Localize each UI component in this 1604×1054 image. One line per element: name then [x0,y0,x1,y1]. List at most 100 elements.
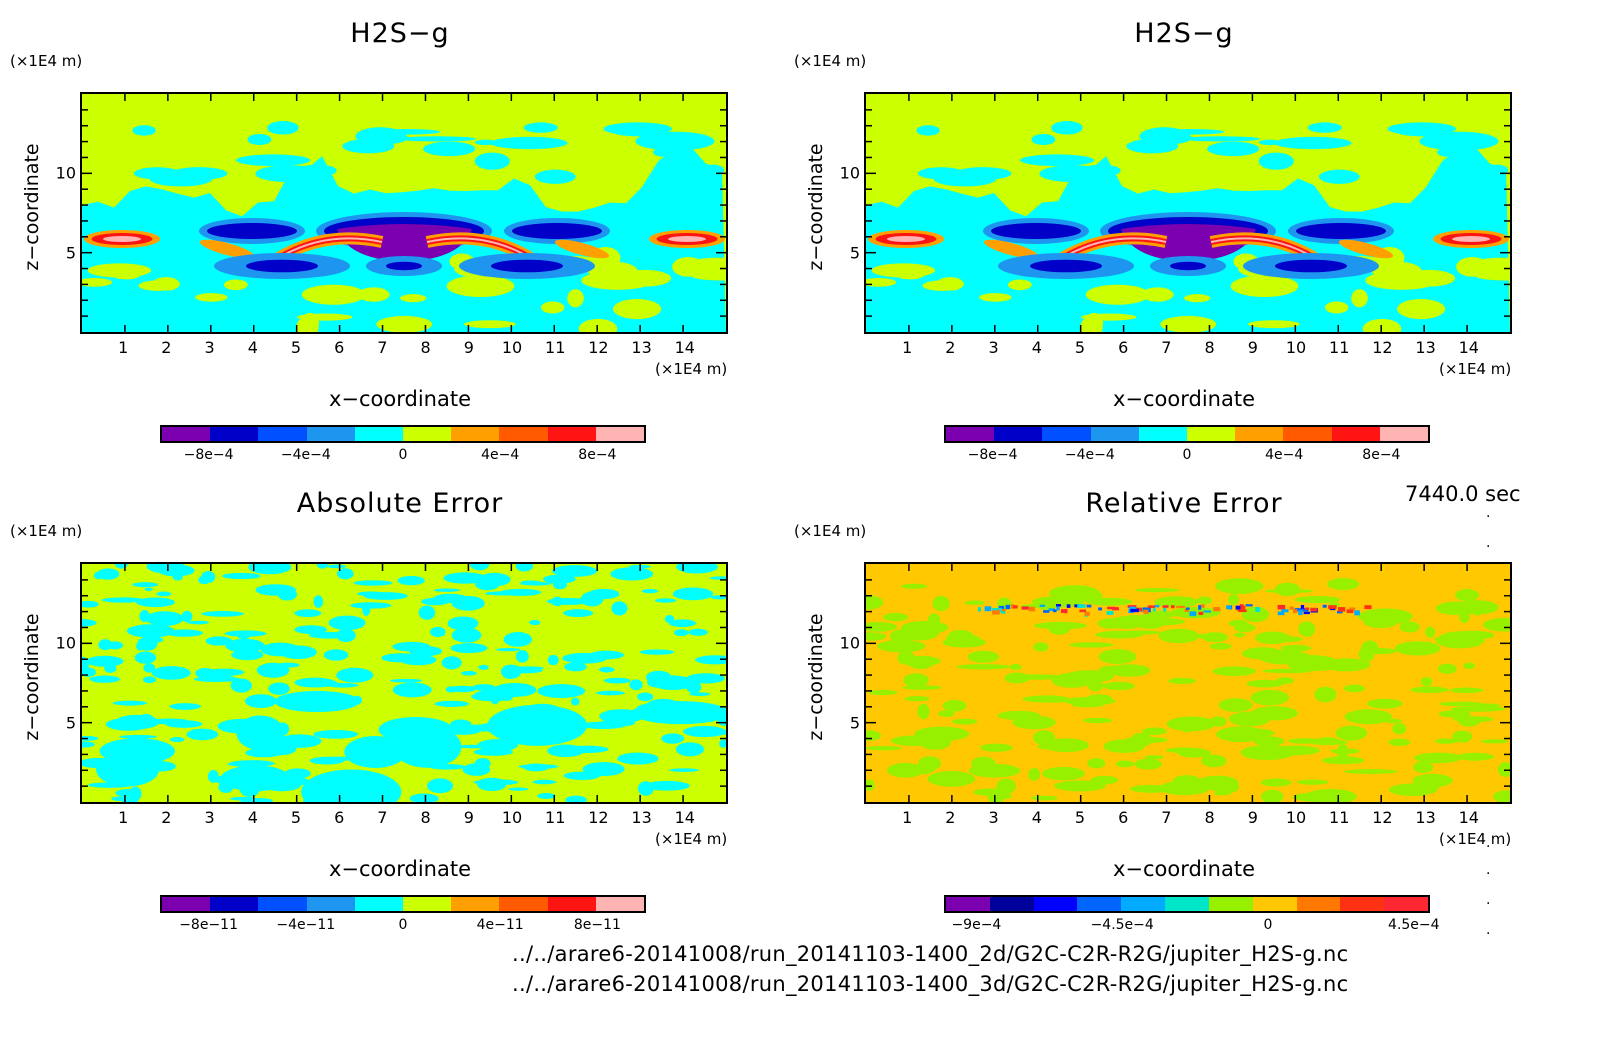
field-patch [1166,716,1216,732]
field-patch [564,662,587,672]
field-patch [1351,289,1368,308]
noise-mark [1336,611,1343,614]
noise-mark [1098,607,1103,611]
field-patch [1030,795,1058,801]
field-patch [866,621,898,632]
field-patch [274,690,360,713]
field-patch [501,666,518,680]
field-patch [222,572,261,580]
field-patch [661,733,685,744]
field-patch [181,610,193,623]
field-patch [1324,301,1349,314]
chart-title: Relative Error [1085,488,1283,519]
chart-panel: Relative Error (×1E4 m) z−coordinate 10 5 1 2 3… [784,470,1564,940]
colorbar-segment [1165,897,1209,911]
field-patch [1160,315,1217,332]
noise-mark [1077,604,1086,608]
field-patch [267,121,299,135]
field-patch [1216,726,1267,743]
field-patch [565,795,587,802]
noise-mark [1328,605,1337,609]
field-patch [578,318,618,332]
field-patch [964,600,986,606]
field-patch [689,692,711,696]
field-patch [284,768,311,779]
y-tick-label: 10 [839,163,860,183]
noise-mark [1364,605,1372,610]
colorbar-segment [946,897,990,911]
noise-mark [1066,604,1071,608]
field-patch [1233,623,1256,633]
noise-mark [998,609,1006,612]
field-patch [1438,710,1471,718]
field-patch [1207,141,1260,157]
field-patch [1358,608,1413,625]
field-patch [889,629,915,644]
field-patch [474,139,496,146]
field-patch [165,629,203,637]
noise-mark [984,606,992,612]
field-patch [542,574,576,584]
field-patch [1250,689,1290,706]
field-patch [503,632,533,647]
field-patch [201,570,216,584]
field-patch [106,641,123,650]
field-patch [518,703,567,730]
field-patch [409,793,439,802]
field-patch [1298,621,1316,637]
field-patch [427,778,454,794]
band-feature [1452,236,1490,242]
band-feature [983,239,1039,259]
field-patch [515,650,529,663]
field-patch [1103,739,1145,753]
colorbar-segment [1384,897,1428,911]
band-feature [1030,259,1102,273]
field-patch [301,284,366,305]
field-patch [1480,739,1509,744]
field-patch [1007,279,1032,291]
chart-title: Absolute Error [296,488,504,519]
field-patch [871,263,936,278]
field-patch [552,565,598,577]
noise-mark [1152,608,1156,612]
noise-mark [1061,609,1068,613]
noise-mark [1201,604,1205,608]
noise-mark [1189,611,1197,617]
marker-dot: . [1486,535,1491,551]
x-tick-label: 10 [1285,338,1307,357]
field-patch [336,667,374,683]
field-patch [236,154,311,167]
field-patch [1170,677,1184,684]
field-patch [540,301,565,314]
x-tick-label: 13 [631,808,652,827]
field-patch [472,684,496,691]
field-patch [490,136,568,150]
x-unit-label: (×1E4 m) [655,830,728,848]
noise-mark [1079,609,1087,613]
field-patch [1165,747,1204,754]
heatmap-field [866,564,1510,802]
x-tick-label: 1 [902,808,913,827]
noise-mark [1052,609,1057,613]
noise-mark [1013,605,1018,609]
colorbar [944,895,1430,913]
field-patch [647,676,663,688]
field-patch [344,736,407,769]
noise-mark [1163,607,1167,612]
x-tick-label: 2 [161,808,172,827]
field-patch [423,141,476,157]
field-patch [392,641,431,652]
field-patch [979,293,1012,302]
field-patch [1068,642,1114,648]
x-unit-label: (×1E4 m) [1439,360,1512,378]
field-patch [967,650,1000,663]
x-tick-label: 13 [631,338,652,357]
field-patch [1280,644,1312,652]
noise-mark [1338,607,1346,612]
field-patch [350,602,392,609]
field-patch [951,718,978,725]
field-patch [82,600,99,608]
colorbar-segment [1138,427,1188,441]
field-patch [948,630,973,640]
field-patch [1344,709,1392,725]
